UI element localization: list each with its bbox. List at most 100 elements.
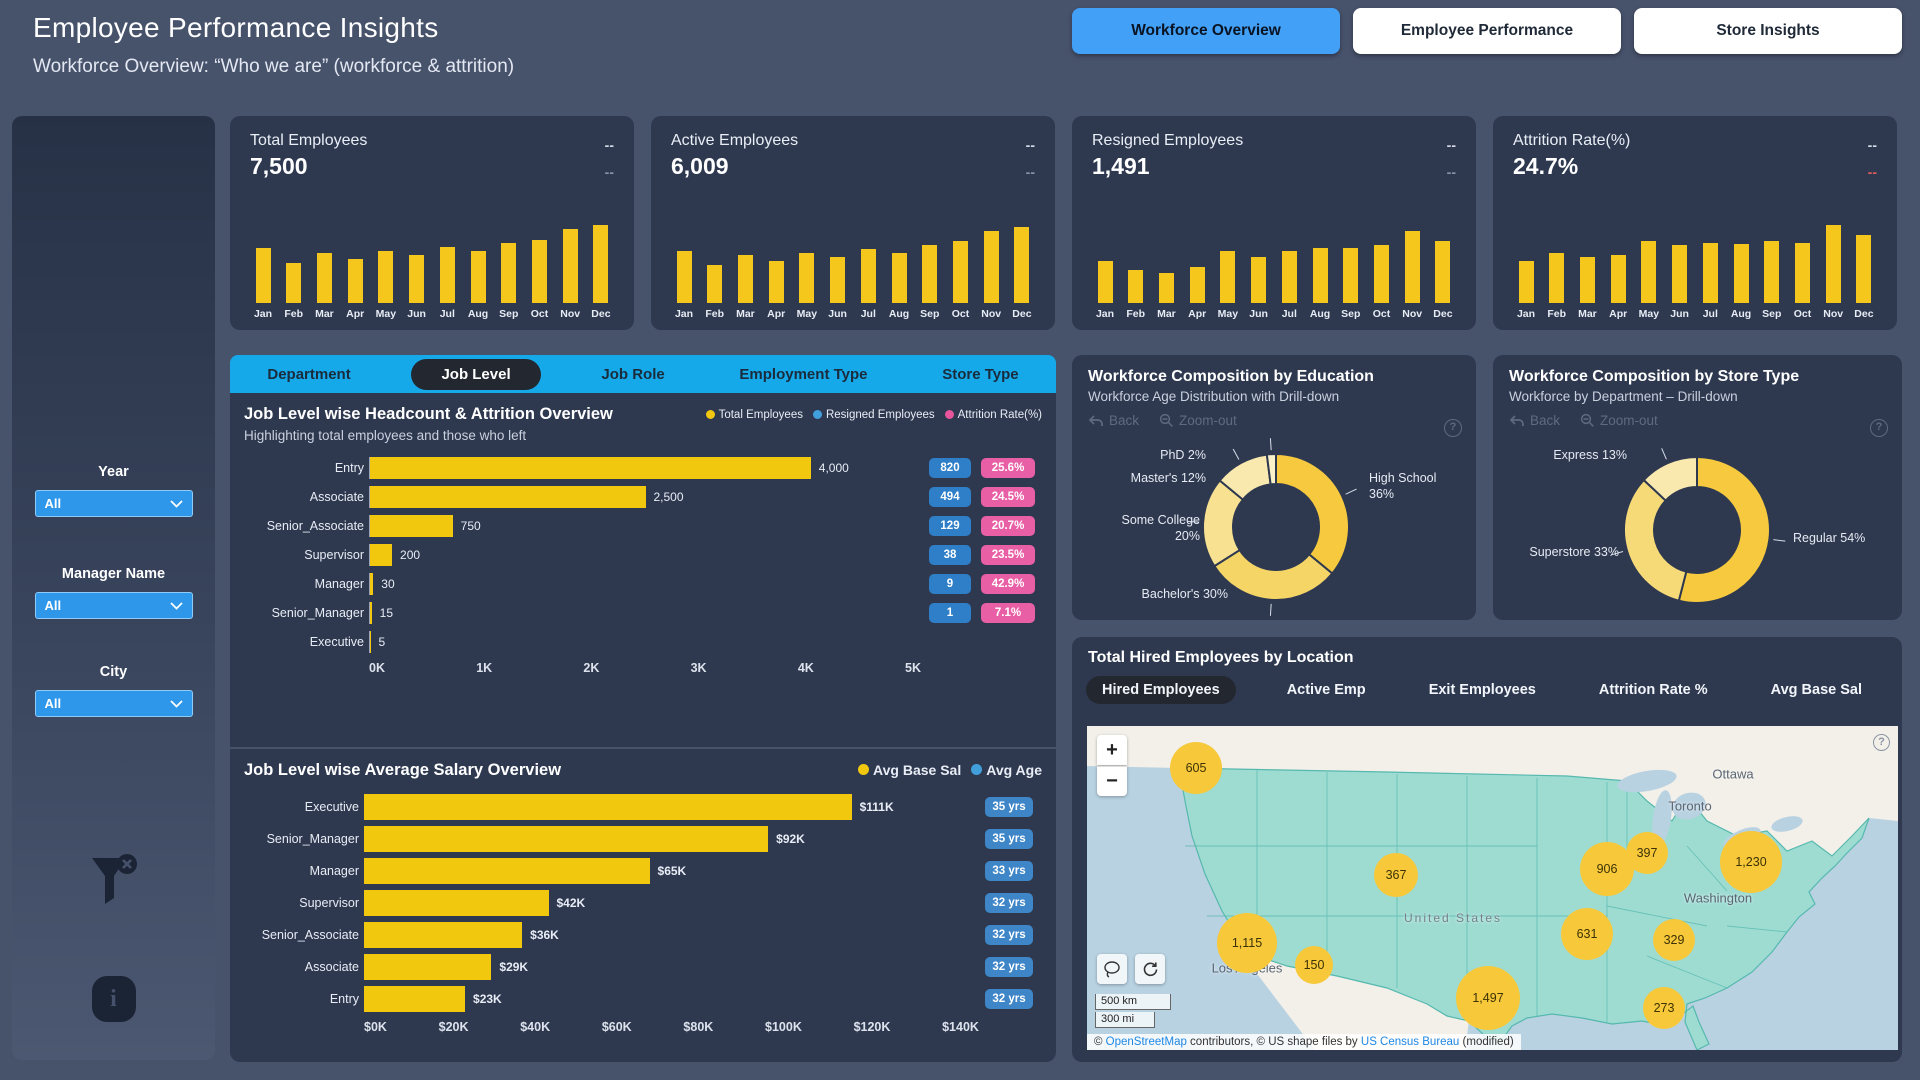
avg-base-sal-bar[interactable]	[364, 826, 769, 852]
donut-slice-bachelor-s[interactable]	[1212, 548, 1334, 601]
donut-slice-phd[interactable]	[1265, 452, 1277, 486]
map-tab-exit-employees[interactable]: Exit Employees	[1428, 682, 1536, 698]
avg-base-sal-bar[interactable]	[364, 858, 650, 884]
refresh-button[interactable]	[1135, 954, 1165, 984]
back-button[interactable]: Back	[1088, 413, 1139, 428]
bar-value-label: 5	[378, 635, 386, 649]
nav-employee-performance-button[interactable]: Employee Performance	[1353, 8, 1621, 54]
headcount-legend: Total Employees Resigned Employees Attriti…	[705, 408, 1042, 421]
kpi-title: Active Employees	[671, 132, 799, 149]
map-bubble[interactable]: 1,230	[1720, 831, 1782, 893]
tab-employment-type[interactable]: Employment Type	[739, 365, 868, 383]
kpi-month-bar: Sep	[496, 243, 522, 320]
resigned-badge: 9	[929, 574, 971, 594]
kpi-value: 6,009	[671, 153, 729, 179]
total-employees-bar[interactable]	[370, 573, 374, 595]
month-label: Feb	[284, 308, 304, 320]
lasso-icon	[1104, 961, 1120, 978]
us-census-bureau-link[interactable]: US Census Bureau	[1360, 1036, 1460, 1048]
year-dropdown[interactable]: All	[34, 490, 193, 517]
education-donut-card: Workforce Composition by Education Workf…	[1072, 355, 1476, 620]
month-label: Jul	[860, 308, 876, 320]
bar	[1404, 231, 1420, 303]
donut-label-superstore: Superstore 33%	[1529, 545, 1619, 559]
help-icon[interactable]: ?	[1873, 734, 1890, 751]
map-bubble[interactable]: 150	[1295, 946, 1333, 984]
kpi-month-bar: Jun	[404, 255, 430, 320]
help-icon[interactable]: ?	[1870, 419, 1888, 437]
avg-base-sal-bar[interactable]	[364, 794, 852, 820]
map-bubble[interactable]: 1,115	[1217, 913, 1277, 973]
map-viewport[interactable]: Ottawa Toronto Washington United States Los …	[1087, 726, 1898, 1050]
total-employees-bar[interactable]	[370, 602, 372, 624]
map-bubble[interactable]: 367	[1374, 853, 1418, 897]
legend-label: Attrition Rate(%)	[957, 408, 1042, 421]
donut-slice-master-s[interactable]	[1218, 453, 1272, 501]
city-dropdown-value: All	[44, 696, 62, 711]
bar-track: 750	[369, 515, 921, 537]
map-tab-active-emp[interactable]: Active Emp	[1286, 682, 1366, 698]
avg-base-sal-bar[interactable]	[364, 922, 523, 948]
map-tab-avg-base-sal[interactable]: Avg Base Sal	[1770, 682, 1862, 698]
donut-slice-high-school[interactable]	[1275, 452, 1350, 575]
avg-base-sal-bar[interactable]	[364, 890, 549, 916]
kpi-month-bar: Oct	[1789, 243, 1815, 320]
zoom-out-button[interactable]: Zoom-out	[1159, 413, 1237, 428]
total-employees-bar[interactable]	[370, 457, 811, 479]
back-button[interactable]: Back	[1509, 413, 1560, 428]
map-tab-hired-employees[interactable]: Hired Employees	[1086, 676, 1236, 704]
clear-filters-funnel-icon[interactable]	[88, 852, 140, 913]
category-label: Associate	[304, 960, 359, 974]
openstreetmap-link[interactable]: OpenStreetMap	[1105, 1036, 1187, 1048]
nav-workforce-overview-button[interactable]: Workforce Overview	[1072, 8, 1340, 54]
kpi-month-bar: Mar	[732, 255, 758, 320]
category-label: Associate	[309, 490, 364, 504]
tab-department[interactable]: Department	[267, 365, 351, 383]
map-zoom-out-button[interactable]: −	[1097, 766, 1127, 796]
avg-base-sal-bar[interactable]	[364, 954, 492, 980]
donut-slice-regular[interactable]	[1677, 455, 1771, 604]
total-employees-bar[interactable]	[370, 544, 393, 566]
bar-value-label: 2,500	[653, 490, 684, 504]
info-icon[interactable]: i	[91, 976, 136, 1022]
headcount-row-entry: Entry 4,000 820 25.6%	[244, 457, 1042, 479]
map-tab-attrition-rate[interactable]: Attrition Rate %	[1598, 682, 1708, 698]
kpi-month-bar: Nov	[557, 229, 583, 320]
category-label: Senior_Associate	[261, 928, 359, 942]
tab-job-role[interactable]: Job Role	[601, 365, 665, 383]
map-bubble[interactable]: 1,497	[1456, 966, 1520, 1030]
map-bubble[interactable]: 329	[1653, 919, 1695, 961]
leader-line	[1269, 438, 1272, 451]
map-zoom-in-button[interactable]: +	[1097, 735, 1127, 765]
salary-row-supervisor: Supervisor $42K 32 yrs	[244, 890, 1042, 916]
bar-value-label: $111K	[859, 800, 894, 814]
tab-job-level[interactable]: Job Level	[411, 358, 541, 390]
map-bubble[interactable]: 273	[1643, 987, 1685, 1029]
map-bubble[interactable]: 397	[1626, 832, 1668, 874]
map-bubble[interactable]: 906	[1580, 842, 1634, 896]
donut-slice-express[interactable]	[1642, 455, 1698, 502]
attrition-rate-badge: 7.1%	[981, 603, 1035, 623]
total-employees-bar[interactable]	[370, 515, 453, 537]
manager-dropdown[interactable]: All	[34, 592, 193, 619]
help-icon[interactable]: ?	[1444, 419, 1462, 437]
avg-age-badge: 33 yrs	[985, 861, 1033, 881]
kpi-month-bar: May	[373, 251, 399, 320]
donut-label-regular: Regular 54%	[1793, 531, 1866, 545]
avg-base-sal-bar[interactable]	[364, 986, 466, 1012]
legend-dot	[944, 410, 954, 419]
month-label: Dec	[1854, 308, 1874, 320]
tab-store-type[interactable]: Store Type	[942, 365, 1019, 383]
city-dropdown[interactable]: All	[34, 690, 193, 717]
donut-slice-superstore[interactable]	[1623, 478, 1688, 602]
zoom-out-button[interactable]: Zoom-out	[1580, 413, 1658, 428]
total-employees-bar[interactable]	[370, 631, 371, 653]
map-bubble[interactable]: 605	[1170, 742, 1222, 794]
lasso-select-button[interactable]	[1097, 954, 1127, 984]
kpi-month-bar: Jun	[1246, 257, 1272, 320]
donut-slice-some-college[interactable]	[1202, 479, 1245, 568]
bar	[1579, 257, 1595, 303]
total-employees-bar[interactable]	[370, 486, 646, 508]
nav-store-insights-button[interactable]: Store Insights	[1634, 8, 1902, 54]
map-bubble[interactable]: 631	[1561, 908, 1613, 960]
